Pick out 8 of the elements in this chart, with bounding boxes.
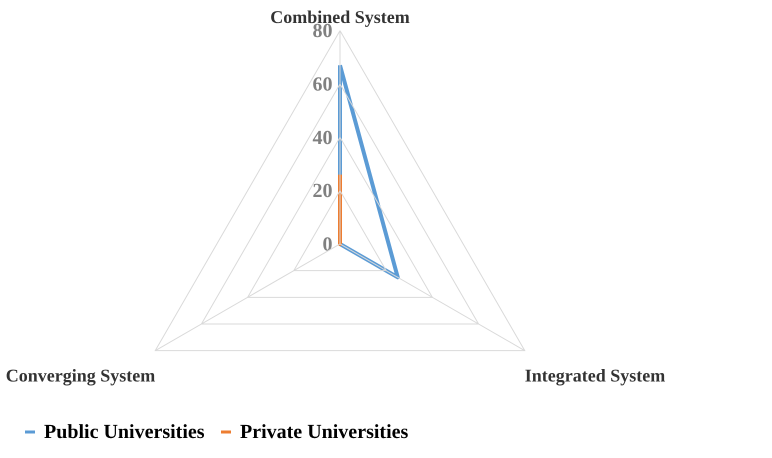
y-tick-label: 0 bbox=[322, 233, 332, 256]
spoke-label: Integrated System bbox=[524, 365, 666, 386]
y-tick-label: 20 bbox=[312, 180, 332, 202]
legend-label: Public Universities bbox=[44, 421, 205, 443]
spoke-label: Converging System bbox=[6, 365, 156, 386]
y-tick-label: 40 bbox=[312, 126, 332, 149]
y-tick-label: 60 bbox=[312, 73, 332, 96]
legend-label: Private Universities bbox=[240, 421, 408, 443]
